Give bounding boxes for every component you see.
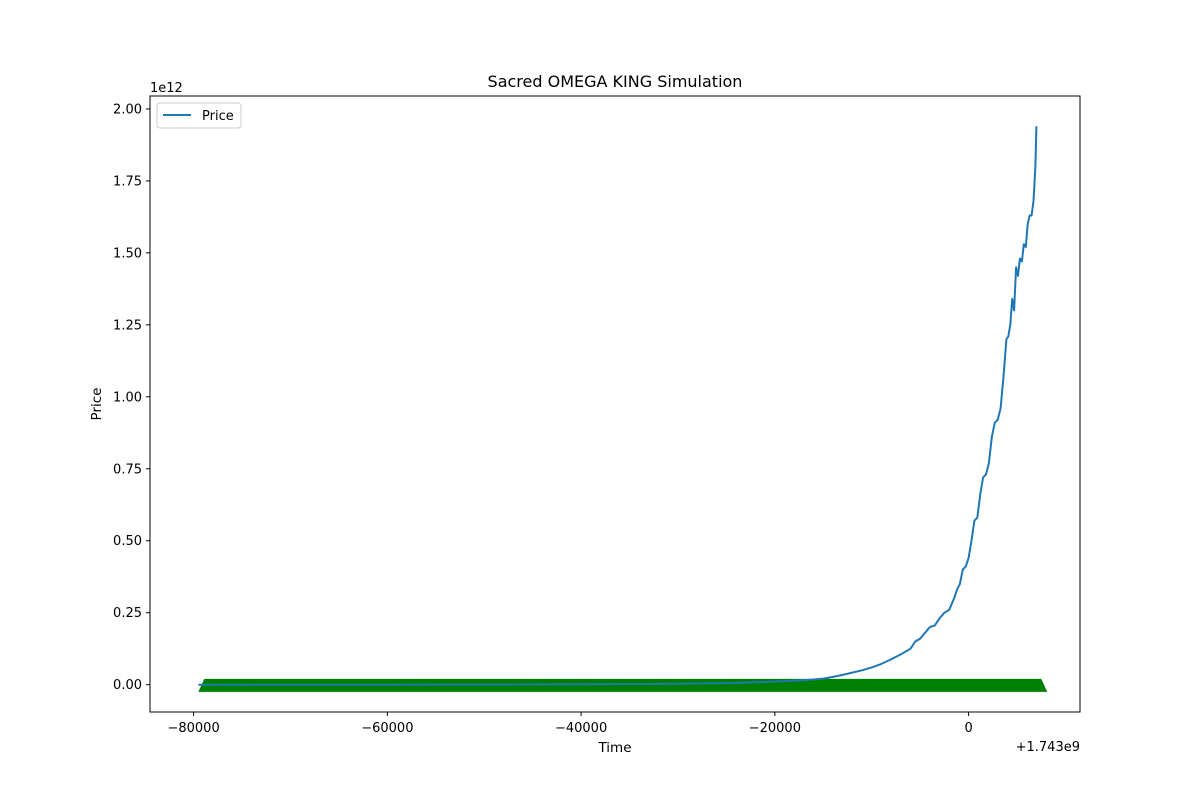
y-tick-label: 1.50	[113, 246, 142, 261]
y-tick-label: 1.00	[113, 390, 142, 405]
y-tick-label: 0.25	[113, 606, 142, 621]
y-axis-scale-text: 1e12	[150, 81, 183, 96]
legend: Price	[156, 102, 242, 129]
x-tick-label: −80000	[167, 721, 219, 736]
series-layer	[198, 126, 1038, 686]
chart-title: Sacred OMEGA KING Simulation	[488, 72, 743, 91]
series-line-price	[198, 126, 1038, 686]
band-layer	[198, 678, 1048, 692]
y-tick-label: 0.75	[113, 462, 142, 477]
y-tick-label: 0.00	[113, 678, 142, 693]
x-axis-label: Time	[597, 740, 631, 756]
x-tick-label: 0	[964, 721, 972, 736]
x-axis-offset-text: +1.743e9	[1016, 740, 1080, 755]
y-axis-label: Price	[89, 388, 105, 421]
y-tick-label: 0.50	[113, 534, 142, 549]
legend-box	[156, 102, 242, 129]
x-tick-label: −40000	[555, 721, 607, 736]
y-tick-label: 1.25	[113, 318, 142, 333]
y-tick-label: 2.00	[113, 102, 142, 117]
y-tick-label: 1.75	[113, 174, 142, 189]
x-tick-label: −20000	[749, 721, 801, 736]
plot-area-frame	[149, 95, 1081, 713]
x-axis: −80000 −60000 −40000 −20000 0	[167, 712, 973, 736]
x-tick-label: −60000	[361, 721, 413, 736]
legend-label-price: Price	[202, 109, 234, 124]
y-axis: 0.00 0.25 0.50 0.75 1.00 1.25 1.50 1.75 2.00	[113, 102, 150, 693]
filled-band	[198, 678, 1048, 692]
